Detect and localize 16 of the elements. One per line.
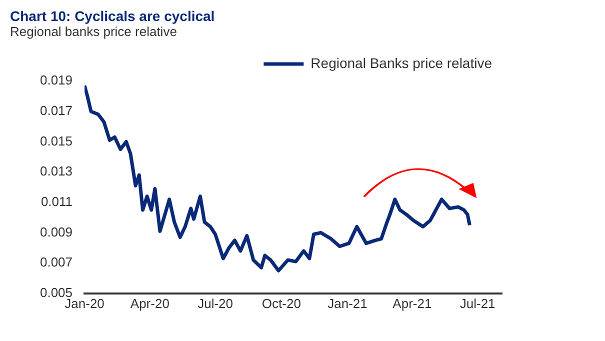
- chart-subtitle: Regional banks price relative: [10, 24, 178, 39]
- chart-title: Chart 10: Cyclicals are cyclical: [10, 8, 216, 24]
- x-tick-label: Jul-21: [460, 296, 496, 311]
- x-tick-label: Jan-21: [328, 296, 368, 311]
- x-tick-label: Apr-20: [130, 296, 170, 311]
- y-tick-label: 0.011: [40, 194, 73, 209]
- y-tick-label: 0.015: [40, 133, 73, 148]
- x-tick-label: Oct-20: [262, 296, 301, 311]
- y-tick-label: 0.013: [40, 164, 73, 179]
- x-tick-label: Jul-20: [198, 296, 234, 311]
- y-tick-label: 0.007: [40, 254, 73, 270]
- y-tick-label: 0.019: [40, 72, 73, 88]
- y-tick-label: 0.009: [40, 224, 73, 240]
- legend-label: Regional Banks price relative: [310, 54, 492, 71]
- y-tick-label: 0.017: [40, 102, 73, 118]
- x-tick-label: Apr-21: [392, 296, 432, 311]
